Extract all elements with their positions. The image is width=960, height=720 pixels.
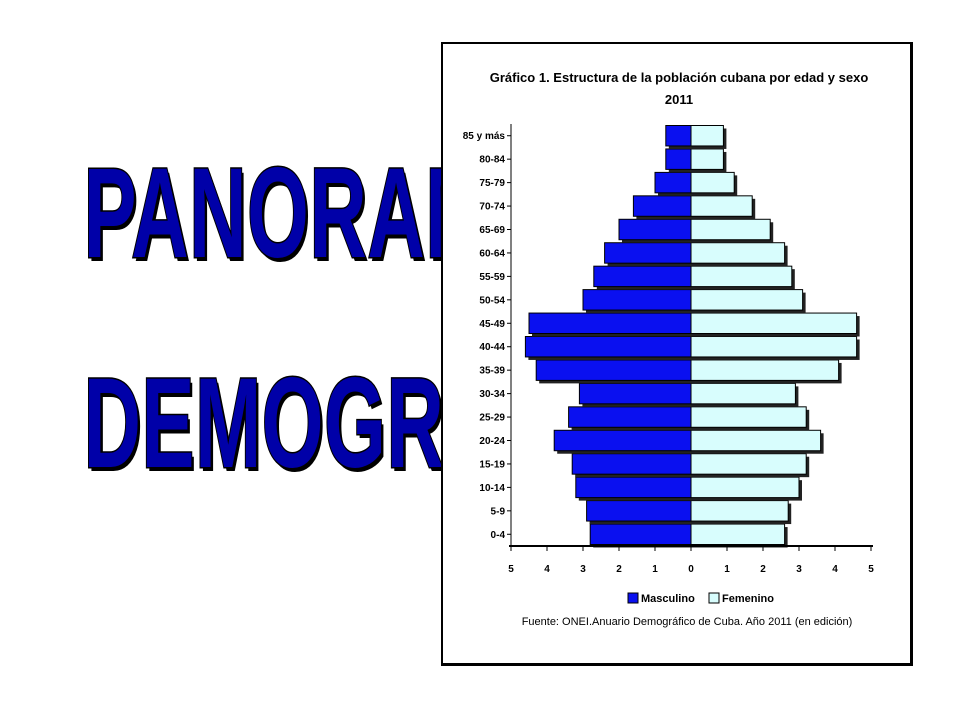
bar-femenino-40-44: [690, 336, 858, 358]
y-tick-label: 15-19: [479, 459, 505, 470]
bar-masculino-5-9: [586, 500, 692, 522]
y-tick-label: 5-9: [491, 506, 506, 517]
bar-masculino-40-44: [524, 336, 692, 358]
bar-masculino-0-4: [589, 523, 692, 545]
bar-femenino-50-54: [690, 289, 804, 311]
bar-masculino-55-59: [593, 265, 692, 288]
legend: Masculino Femenino: [627, 592, 774, 605]
bar-femenino-65-69: [690, 218, 771, 241]
bar-femenino-10-14: [690, 476, 800, 499]
bar-masculino-50-54: [582, 289, 692, 311]
bar-femenino-45-49: [690, 312, 858, 334]
y-tick-label: 45-49: [479, 319, 505, 330]
bar-masculino-45-49: [528, 312, 692, 334]
y-tick-label: 25-29: [479, 413, 505, 424]
bar-femenino-80-84: [690, 148, 724, 170]
x-tick-label: 4: [544, 564, 550, 575]
heading-panorama: PANORAMA: [83, 142, 551, 285]
bar-masculino-70-74: [632, 195, 692, 217]
bar-femenino-0-4: [690, 523, 786, 545]
x-tick-label: 0: [688, 564, 694, 575]
legend-label-femenino: Femenino: [722, 593, 774, 605]
bar-femenino-70-74: [690, 195, 753, 217]
x-tick-label: 2: [616, 564, 622, 575]
legend-swatch-femenino: [708, 592, 720, 604]
x-tick-label: 5: [508, 564, 514, 575]
chart-title: Gráfico 1. Estructura de la población cu…: [490, 70, 869, 85]
y-tick-label: 75-79: [479, 178, 505, 189]
bar-femenino-30-34: [690, 382, 796, 405]
x-tick-label: 1: [652, 564, 658, 575]
bar-femenino-60-64: [690, 242, 786, 264]
legend-swatch-masculino: [627, 592, 639, 604]
x-tick-label: 1: [724, 564, 730, 575]
bar-masculino-35-39: [535, 359, 692, 381]
bar-femenino-85-y-más: [690, 125, 724, 147]
bar-femenino-75-79: [690, 171, 735, 194]
y-tick-label: 70-74: [479, 202, 505, 213]
bar-masculino-20-24: [553, 429, 692, 452]
legend-label-masculino: Masculino: [641, 593, 695, 605]
x-tick-label: 3: [580, 564, 586, 575]
bar-masculino-60-64: [604, 242, 692, 264]
x-axis: 5 4 3 2 1 0 1 2 3 4 5: [508, 545, 874, 575]
bars-group: [524, 125, 860, 548]
y-tick-label: 10-14: [479, 483, 505, 494]
x-tick-label: 4: [832, 564, 838, 575]
bar-masculino-10-14: [575, 476, 692, 499]
bar-femenino-20-24: [690, 429, 822, 452]
y-tick-label: 40-44: [479, 342, 505, 353]
bar-femenino-5-9: [690, 500, 789, 522]
chart-source: Fuente: ONEI.Anuario Demográfico de Cuba…: [522, 616, 853, 628]
bar-masculino-80-84: [665, 148, 692, 170]
y-tick-label: 30-34: [479, 389, 505, 400]
bar-masculino-75-79: [654, 171, 692, 194]
population-pyramid-figure: Gráfico 1. Estructura de la población cu…: [441, 42, 913, 666]
bar-femenino-55-59: [690, 265, 793, 288]
y-tick-label: 50-54: [479, 295, 505, 306]
y-tick-label: 80-84: [479, 155, 505, 166]
chart-subtitle: 2011: [665, 92, 693, 107]
y-tick-label: 0-4: [491, 530, 506, 541]
y-tick-label: 55-59: [479, 272, 505, 283]
x-tick-label: 5: [868, 564, 874, 575]
bar-femenino-35-39: [690, 359, 840, 381]
bar-masculino-15-19: [571, 453, 692, 475]
x-tick-label: 2: [760, 564, 766, 575]
heading-demografico: DEMOGRÁFICO: [83, 352, 695, 495]
y-tick-label: 60-64: [479, 248, 505, 259]
bar-femenino-25-29: [690, 406, 807, 428]
y-tick-label: 65-69: [479, 225, 505, 236]
bar-femenino-15-19: [690, 453, 807, 475]
bar-masculino-85-y-más: [665, 125, 692, 147]
y-tick-label: 20-24: [479, 436, 505, 447]
bar-masculino-30-34: [578, 382, 692, 405]
bar-masculino-65-69: [618, 218, 692, 241]
population-pyramid-chart: Gráfico 1. Estructura de la población cu…: [463, 70, 874, 628]
x-tick-label: 3: [796, 564, 802, 575]
y-tick-label: 85 y más: [463, 131, 506, 142]
age-group-labels: 0-4 5-9 10-14 15-19 20-24 25-29 30-34 35-39 40-4…: [463, 124, 512, 546]
bar-masculino-25-29: [568, 406, 692, 428]
y-tick-label: 35-39: [479, 366, 505, 377]
